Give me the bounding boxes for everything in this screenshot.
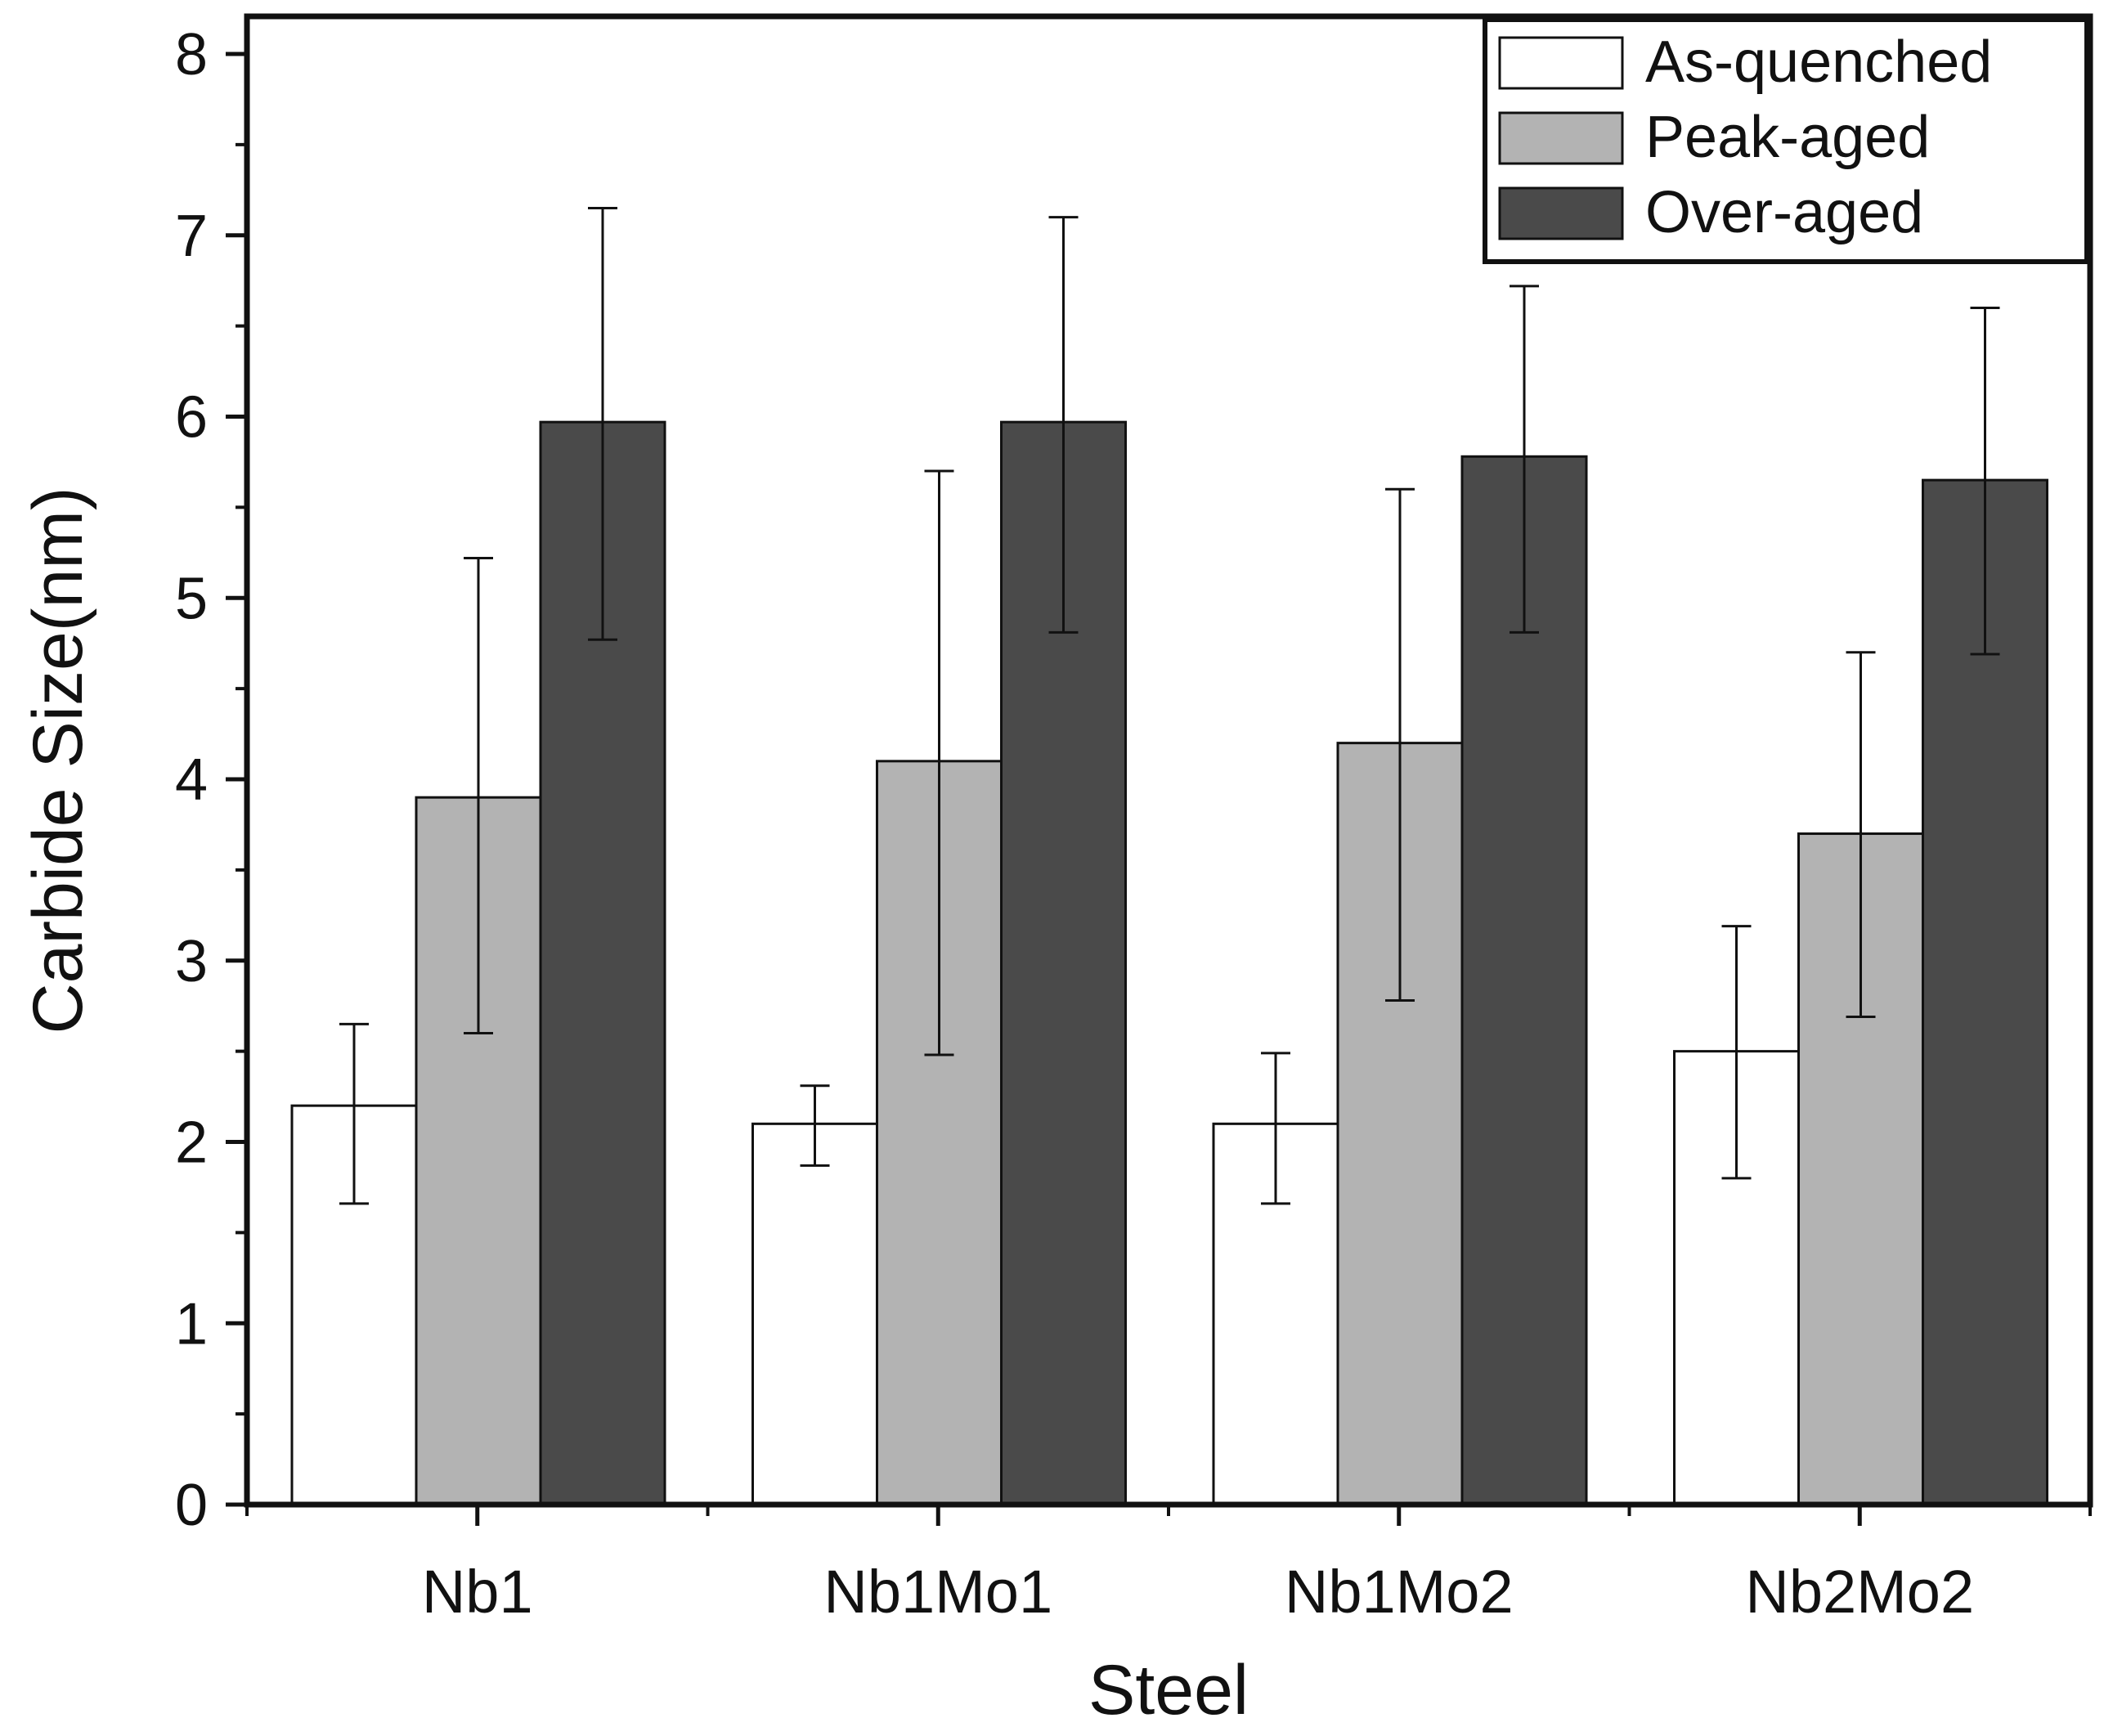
legend-swatch-Peak-aged xyxy=(1498,111,1624,165)
y-tick-label-8: 8 xyxy=(175,22,208,87)
x-tick-label-Nb1Mo1: Nb1Mo1 xyxy=(823,1558,1052,1626)
x-axis-title: Steel xyxy=(1088,1651,1249,1729)
y-tick-label-0: 0 xyxy=(175,1473,208,1538)
y-tick-label-5: 5 xyxy=(175,566,208,631)
bar-Nb1Mo1-As-quenched xyxy=(751,1122,878,1506)
x-tick-label-Nb1Mo2: Nb1Mo2 xyxy=(1285,1558,1514,1626)
legend: As-quenched Peak-aged Over-aged xyxy=(1483,17,2089,264)
y-tick-label-3: 3 xyxy=(175,929,208,994)
legend-swatch-As-quenched xyxy=(1498,36,1624,90)
y-tick-label-1: 1 xyxy=(175,1291,208,1357)
y-axis-title: Carbide Size(nm) xyxy=(19,487,97,1034)
axes-layer: 0 1 2 3 4 5 6 7 8 Nb1 Nb1Mo1 Nb1Mo2 Nb2Mo2 Steel Carbi… xyxy=(19,13,2093,1729)
y-tick-label-6: 6 xyxy=(175,385,208,451)
legend-label-Over-aged: Over-aged xyxy=(1645,180,1923,245)
y-tick-label-2: 2 xyxy=(175,1110,208,1176)
error-bars-layer xyxy=(339,206,2000,1205)
y-tick-label-7: 7 xyxy=(175,204,208,269)
bars-layer xyxy=(290,420,2048,1506)
x-tick-label-Nb1: Nb1 xyxy=(422,1558,533,1626)
legend-swatch-Over-aged xyxy=(1498,186,1624,240)
x-tick-label-Nb2Mo2: Nb2Mo2 xyxy=(1745,1558,1974,1626)
legend-label-Peak-aged: Peak-aged xyxy=(1645,105,1930,170)
legend-label-As-quenched: As-quenched xyxy=(1645,29,1992,95)
y-tick-label-4: 4 xyxy=(175,747,208,813)
